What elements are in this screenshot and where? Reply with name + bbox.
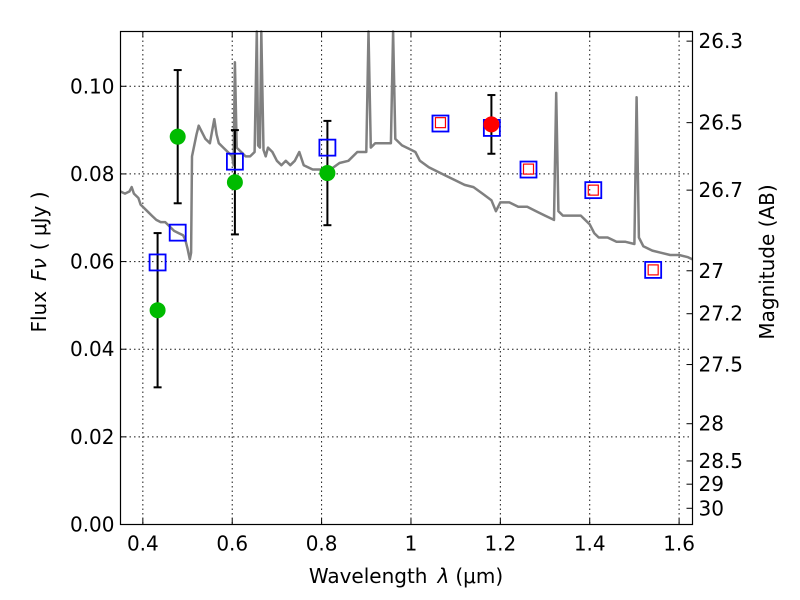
- plot-frame: [119, 30, 694, 526]
- green-circle-point: [169, 128, 186, 145]
- blue-square-point: [225, 152, 244, 171]
- y2-axis-label: Magnitude (AB): [755, 184, 779, 339]
- y2-tick-label: 28: [699, 412, 724, 436]
- y2-tick-label: 26.5: [699, 111, 744, 135]
- blue-square-point: [318, 138, 337, 157]
- y2-tick-label: 27: [699, 259, 724, 283]
- x-tick-label: 0.6: [216, 532, 248, 556]
- grid-lines: [120, 31, 693, 525]
- red-square-point: [647, 264, 659, 276]
- y-tick-label: 0.02: [70, 425, 115, 449]
- y-tick-label: 0.06: [70, 250, 115, 274]
- y2-tick-label: 26.7: [699, 178, 744, 202]
- axis-ticks: 0.4 0.6 0.8 1 1.2 1.4 1.6 0.00 0.02 0.04 0.06 0.08 0…: [70, 29, 743, 555]
- y2-tick-label: 30: [699, 496, 724, 520]
- y2-tick-label: 27.5: [699, 353, 744, 377]
- y2-tick-label: 26.3: [699, 29, 744, 53]
- y-tick-label: 0.10: [70, 74, 115, 98]
- x-tick-label: 0.8: [306, 532, 338, 556]
- x-tick-label: 1.6: [663, 532, 695, 556]
- red-square-point: [434, 117, 447, 129]
- x-tick-label: 1.2: [484, 532, 516, 556]
- red-circle-point: [483, 116, 500, 133]
- y-axis-label: FluxFν( μJy ): [27, 191, 51, 332]
- y-tick-label: 0.04: [70, 337, 115, 361]
- red-square-point: [587, 184, 599, 196]
- x-tick-label: 1: [405, 532, 418, 556]
- y-tick-label: 0.00: [70, 513, 115, 537]
- x-axis-label: Wavelength λ (μm): [309, 564, 503, 588]
- y-tick-label: 0.08: [70, 162, 115, 186]
- blue-square-point: [431, 114, 450, 133]
- blue-square-point: [168, 223, 187, 242]
- model-spectrum-line: [119, 30, 694, 261]
- green-circle-point: [319, 165, 336, 182]
- green-circle-point: [226, 174, 243, 191]
- y2-tick-label: 29: [699, 472, 724, 496]
- y2-tick-label: 28.5: [699, 449, 744, 473]
- red-square-point: [522, 163, 535, 175]
- blue-square-point: [584, 181, 603, 200]
- green-circle-point: [149, 302, 166, 319]
- blue-square-point: [519, 160, 538, 179]
- x-tick-label: 1.4: [574, 532, 606, 556]
- data-layer: [119, 30, 694, 389]
- y2-tick-label: 27.2: [699, 302, 744, 326]
- blue-square-point: [644, 260, 663, 279]
- blue-square-point: [148, 253, 167, 272]
- x-tick-label: 0.4: [127, 532, 159, 556]
